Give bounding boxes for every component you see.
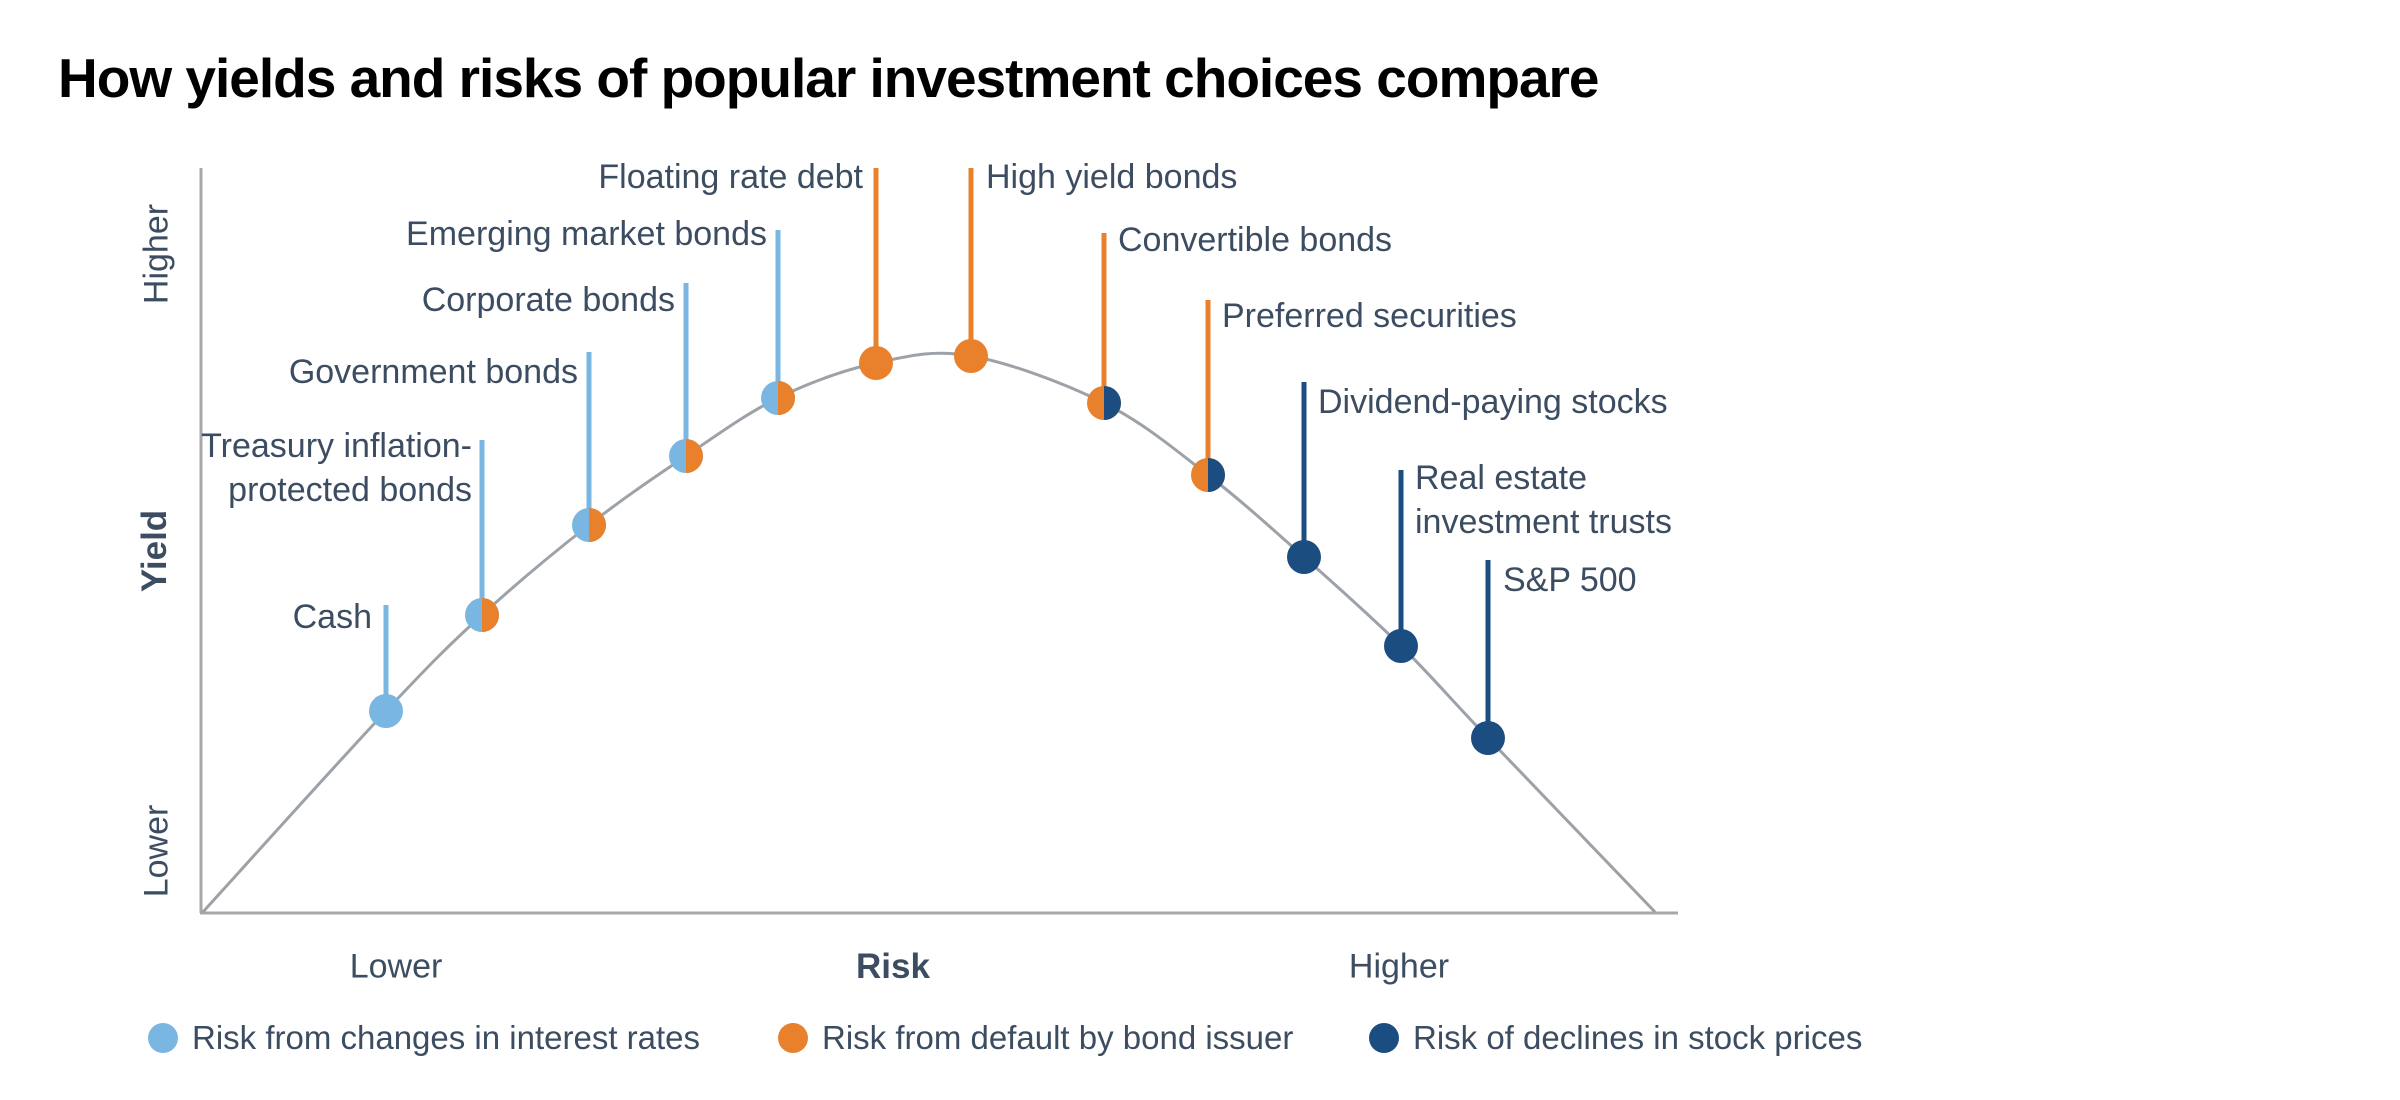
- legend-item-interest-rate-risk: Risk from changes in interest rates: [148, 1019, 700, 1057]
- default-risk-dot-icon: [778, 1023, 808, 1053]
- interest-rate-risk-dot-icon: [148, 1023, 178, 1053]
- point-label-dividend-paying-stocks: Dividend-paying stocks: [1318, 383, 1668, 421]
- legend-label: Risk from changes in interest rates: [192, 1019, 701, 1056]
- y-axis-higher-label: Higher: [137, 203, 176, 305]
- dot-real-estate-investment-trusts: [1384, 629, 1418, 663]
- point-label-treasury-inflation-protected-bonds: Treasury inflation- protected bonds: [201, 427, 472, 509]
- dot-corporate-bonds-right-half: [686, 439, 703, 473]
- stock-risk-dot-icon: [1369, 1023, 1399, 1053]
- dot-convertible-bonds-right-half: [1104, 386, 1121, 420]
- legend-label: Risk from default by bond issuer: [822, 1019, 1294, 1056]
- dot-cash: [369, 694, 403, 728]
- point-label-s-p-500: S&P 500: [1503, 561, 1637, 599]
- legend-label: Risk of declines in stock prices: [1413, 1019, 1863, 1056]
- point-label-emerging-market-bonds: Emerging market bonds: [406, 215, 767, 253]
- point-label-convertible-bonds: Convertible bonds: [1118, 221, 1393, 259]
- dot-high-yield-bonds: [954, 339, 988, 373]
- point-label-government-bonds: Government bonds: [288, 353, 578, 391]
- chart-title: How yields and risks of popular investme…: [58, 47, 1600, 109]
- y-axis-title: Yield: [135, 509, 174, 593]
- point-label-high-yield-bonds: High yield bonds: [986, 158, 1238, 196]
- point-label-real-estate-investment-trusts: Real estate investment trusts: [1415, 459, 1672, 541]
- dot-treasury-inflation-protected-bonds-right-half: [482, 598, 499, 632]
- dot-s-p-500: [1471, 721, 1505, 755]
- point-label-preferred-securities: Preferred securities: [1222, 297, 1517, 335]
- x-axis-lower-label: Lower: [349, 947, 443, 986]
- x-axis-title: Risk: [856, 947, 930, 986]
- legend-item-default-risk: Risk from default by bond issuer: [778, 1019, 1293, 1057]
- dot-preferred-securities-right-half: [1208, 458, 1225, 492]
- dot-dividend-paying-stocks: [1287, 540, 1321, 574]
- dot-floating-rate-debt: [859, 346, 893, 380]
- point-label-floating-rate-debt: Floating rate debt: [598, 158, 863, 196]
- point-label-cash: Cash: [292, 598, 372, 636]
- y-axis-lower-label: Lower: [137, 804, 176, 898]
- legend-item-stock-risk: Risk of declines in stock prices: [1369, 1019, 1862, 1057]
- dot-emerging-market-bonds-right-half: [778, 381, 795, 415]
- dot-government-bonds-right-half: [589, 508, 606, 542]
- x-axis-higher-label: Higher: [1348, 947, 1450, 986]
- point-label-corporate-bonds: Corporate bonds: [421, 281, 675, 319]
